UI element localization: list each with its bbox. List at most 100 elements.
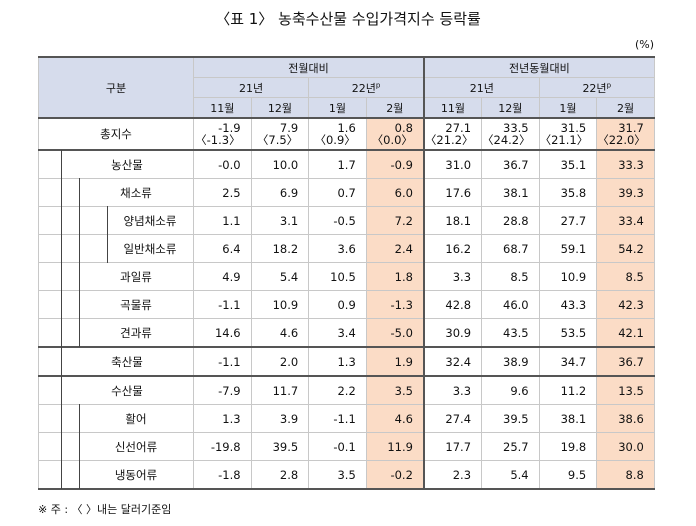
value: 1.9: [394, 354, 413, 369]
value: 16.2: [445, 241, 472, 256]
value-cell: 33.5 〈24.2〉: [481, 117, 540, 151]
tree-line: [61, 404, 62, 433]
row-label: 신선어류: [38, 432, 194, 461]
header-mom-21: 21년: [192, 77, 310, 98]
value-cell: 2.5: [193, 178, 252, 207]
value: 35.8: [560, 185, 587, 200]
value: 31.0: [445, 157, 472, 172]
value-cell: 54.2: [596, 234, 655, 263]
row-label-text: 총지수: [100, 127, 132, 141]
value-cell: 36.7: [481, 149, 540, 179]
value-cell: 31.0: [422, 149, 483, 179]
value-cell: 0.8 〈0.0〉: [365, 117, 425, 151]
value-cell: -7.9: [193, 375, 252, 405]
value: 6.4: [222, 241, 241, 256]
header-mom: 전월대비: [192, 56, 425, 78]
value: 2.8: [279, 467, 299, 482]
row-label-text: 견과류: [120, 325, 152, 340]
row-label: 축산물: [38, 346, 194, 377]
value-cell: 4.6: [365, 404, 425, 433]
value: 2.3: [452, 467, 472, 482]
tree-line: [79, 460, 80, 489]
tree-line: [79, 234, 80, 263]
value: 43.3: [560, 297, 587, 312]
value-cell: 25.7: [481, 432, 540, 461]
value-cell: 1.7: [308, 149, 367, 179]
value-cell: 13.5: [596, 375, 655, 405]
value-cell: 27.1 〈21.2〉: [422, 117, 483, 151]
value-cell: 17.6: [422, 178, 483, 207]
value-cell: 7.9 〈7.5〉: [250, 117, 310, 151]
value: 17.7: [445, 439, 472, 454]
value: 2.0: [279, 354, 299, 369]
value: 2.5: [222, 185, 241, 200]
tree-line: [79, 262, 80, 291]
value-cell: 1.9: [365, 346, 425, 377]
value-cell: 16.2: [422, 234, 483, 263]
value-usd: 〈24.2〉: [482, 133, 531, 147]
tree-line: [61, 347, 62, 376]
value: -7.9: [218, 383, 241, 398]
value: 6.9: [279, 185, 299, 200]
value-cell: 3.9: [250, 404, 310, 433]
value-usd: 〈0.9〉: [314, 133, 356, 147]
value-cell: 30.0: [596, 432, 655, 461]
row-label: 채소류: [38, 178, 194, 207]
value: 18.1: [445, 213, 472, 228]
row-label-text: 과일류: [120, 269, 152, 284]
row-label-text: 곡물류: [120, 297, 152, 312]
value-cell: -0.9: [365, 149, 425, 179]
value: 10.9: [560, 269, 587, 284]
value-cell: 31.5 〈21.1〉: [538, 117, 598, 151]
value-cell: 1.1: [193, 206, 252, 235]
value-usd: 〈22.0〉: [597, 133, 646, 147]
value: 53.5: [560, 325, 587, 340]
value: 42.8: [445, 297, 472, 312]
value-cell: -1.9 〈-1.3〉: [193, 117, 252, 151]
header-yoy-22: 22년p: [538, 77, 655, 98]
value: 34.7: [560, 354, 587, 369]
row-label-text: 농산물: [111, 157, 143, 172]
value-cell: -1.3: [365, 290, 425, 319]
value: 35.1: [560, 157, 587, 172]
value: 9.5: [567, 467, 587, 482]
value: 33.4: [618, 213, 644, 228]
value-cell: 33.3: [596, 149, 655, 179]
unit-label: (%): [634, 38, 654, 51]
value: 31.7: [618, 121, 644, 135]
value-cell: 2.2: [308, 375, 367, 405]
header-month: 1월: [308, 97, 367, 119]
table-row: 견과류 14.6 4.6 3.4 -5.0 30.9 43.5 53.5 42.1: [38, 318, 655, 348]
value: 3.4: [337, 325, 356, 340]
row-label: 활어: [38, 404, 194, 433]
value: 3.9: [279, 411, 299, 426]
value-cell: -0.2: [365, 460, 425, 490]
value-cell: -1.1: [193, 290, 252, 319]
header-category: 구분: [38, 56, 194, 119]
row-label-text: 활어: [125, 411, 147, 426]
value-cell: 6.0: [365, 178, 425, 207]
value: 38.1: [503, 185, 529, 200]
value-cell: 39.3: [596, 178, 655, 207]
value: 0.8: [394, 121, 413, 135]
value-usd: 〈7.5〉: [256, 133, 299, 147]
value-cell: 11.9: [365, 432, 425, 461]
table-row: 과일류 4.9 5.4 10.5 1.8 3.3 8.5 10.9 8.5: [38, 262, 655, 291]
value-cell: 43.5: [481, 318, 540, 348]
table-row: 활어 1.3 3.9 -1.1 4.6 27.4 39.5 38.1 38.6: [38, 404, 655, 433]
value-cell: 6.4: [193, 234, 252, 263]
value-cell: 14.6: [193, 318, 252, 348]
table-row: 곡물류 -1.1 10.9 0.9 -1.3 42.8 46.0 43.3 42.3: [38, 290, 655, 319]
value-cell: 10.0: [250, 149, 310, 179]
header-month: 2월: [596, 97, 655, 119]
value: 33.5: [503, 121, 529, 135]
value: 3.5: [394, 383, 413, 398]
value-cell: -1.1: [308, 404, 367, 433]
value-cell: 42.1: [596, 318, 655, 348]
row-label: 일반채소류: [38, 234, 194, 263]
row-label: 양념채소류: [38, 206, 194, 235]
value: 7.9: [279, 121, 299, 135]
header-yoy: 전년동월대비: [422, 56, 655, 78]
value-cell: 27.7: [538, 206, 598, 235]
value-cell: 11.7: [250, 375, 310, 405]
